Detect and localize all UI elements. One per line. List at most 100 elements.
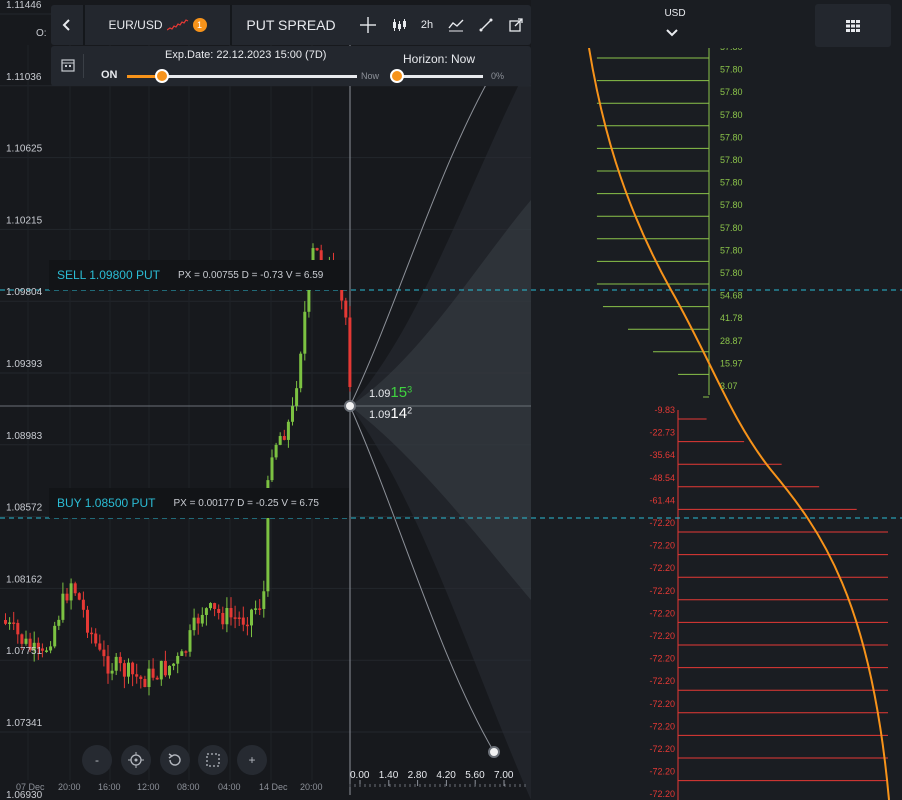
strategy-selector[interactable]: PUT SPREAD bbox=[232, 5, 350, 45]
price-axis-label: 1.09393 bbox=[6, 359, 43, 370]
candle-body bbox=[159, 660, 163, 680]
line-chart-icon bbox=[448, 19, 464, 32]
payoff-loss-label: -22.73 bbox=[649, 428, 675, 438]
payoff-loss-label: -72.20 bbox=[649, 541, 675, 551]
candle-body bbox=[180, 651, 184, 656]
price-axis-label: 1.11036 bbox=[6, 72, 42, 83]
candle-body bbox=[213, 603, 217, 609]
expiry-slider-track[interactable] bbox=[127, 75, 357, 78]
payoff-profit-label: 57.80 bbox=[720, 200, 743, 210]
candle-body bbox=[106, 656, 110, 674]
popout-button[interactable] bbox=[503, 5, 529, 45]
timeframe-button[interactable]: 2h bbox=[415, 5, 439, 45]
payoff-profit-label: 54.68 bbox=[720, 291, 743, 301]
payoff-profit-label: 57.80 bbox=[720, 87, 743, 97]
select-area-button[interactable] bbox=[198, 745, 228, 775]
payoff-loss-label: -48.54 bbox=[649, 473, 675, 483]
candle-body bbox=[118, 656, 122, 664]
zoom-in-button[interactable]: + bbox=[237, 745, 267, 775]
payoff-profit-label: 57.80 bbox=[720, 268, 743, 278]
sell-position-label[interactable]: SELL 1.09800 PUT PX = 0.00755 D = -0.73 … bbox=[49, 260, 349, 290]
candle-body bbox=[168, 665, 171, 676]
buy-position-label[interactable]: BUY 1.08500 PUT PX = 0.00177 D = -0.25 V… bbox=[49, 488, 349, 518]
candle-body bbox=[270, 457, 274, 481]
candle-body bbox=[57, 619, 61, 626]
days-axis-label: 1.40 bbox=[379, 770, 399, 781]
grid-view-button[interactable] bbox=[815, 4, 891, 47]
price-chart[interactable]: 1.11446 1.11036 1.10625 1.10215 1.09804 1.093… bbox=[0, 0, 531, 800]
chart-type-button[interactable] bbox=[385, 5, 413, 45]
timeframe-label: 2h bbox=[420, 19, 434, 31]
reset-button[interactable] bbox=[160, 745, 190, 775]
indicators-button[interactable] bbox=[443, 5, 469, 45]
price-axis-label: 1.08162 bbox=[6, 574, 43, 585]
center-button[interactable] bbox=[121, 745, 151, 775]
days-axis-label: 7.00 bbox=[494, 770, 514, 781]
candle-body bbox=[139, 676, 143, 679]
candle-body bbox=[258, 608, 262, 610]
payoff-loss-label: -61.44 bbox=[649, 495, 675, 505]
expiration-date-label: Exp.Date: 22.12.2023 15:00 (7D) bbox=[165, 49, 327, 61]
candle-body bbox=[319, 250, 323, 264]
candle-body bbox=[217, 608, 221, 613]
buy-position-name: BUY 1.08500 PUT bbox=[57, 496, 156, 510]
time-axis-label: 07 Dec bbox=[16, 782, 45, 792]
candle-body bbox=[250, 609, 253, 626]
candle-body bbox=[69, 583, 73, 601]
candle-body bbox=[262, 591, 266, 609]
currency-dropdown[interactable] bbox=[665, 25, 679, 43]
candle-body bbox=[348, 317, 352, 387]
toggle-state-label[interactable]: ON bbox=[101, 69, 118, 81]
candle-body bbox=[204, 608, 208, 615]
payoff-loss-label: -72.20 bbox=[649, 563, 675, 573]
payoff-chart: 57.80 57.80 57.80 57.80 57.80 57.80 57.80 57.80… bbox=[531, 42, 902, 800]
draw-line-button[interactable] bbox=[473, 5, 499, 45]
calendar-button[interactable] bbox=[61, 58, 75, 77]
current-price-handle[interactable] bbox=[344, 400, 356, 412]
top-toolbar: EUR/USD 1 PUT SPREAD 2h bbox=[51, 5, 531, 45]
payoff-loss-label: -72.20 bbox=[649, 676, 675, 686]
horizon-slider-thumb[interactable] bbox=[390, 69, 404, 83]
payoff-loss-label: -72.20 bbox=[649, 699, 675, 709]
candle-body bbox=[295, 388, 299, 407]
now-label: Now bbox=[361, 71, 380, 81]
payoff-profit-label: 57.80 bbox=[720, 245, 743, 255]
candle-body bbox=[49, 646, 53, 651]
cone-upper-bound bbox=[349, 59, 501, 407]
zoom-out-button[interactable]: - bbox=[82, 745, 112, 775]
candle-body bbox=[28, 638, 32, 650]
strategy-label: PUT SPREAD bbox=[246, 17, 336, 33]
chevron-down-icon bbox=[666, 29, 678, 37]
horizon-handle[interactable] bbox=[488, 746, 500, 758]
days-axis-label: 5.60 bbox=[465, 770, 485, 781]
back-button[interactable] bbox=[51, 5, 83, 45]
time-axis-label: 16:00 bbox=[98, 782, 121, 792]
volatility-cone-inner bbox=[350, 200, 531, 600]
candle-body bbox=[172, 663, 176, 666]
cone-lower-bound bbox=[349, 405, 495, 753]
candle-body bbox=[61, 593, 65, 620]
crosshair-button[interactable] bbox=[353, 5, 383, 45]
candle-body bbox=[274, 444, 278, 458]
symbol-selector[interactable]: EUR/USD 1 bbox=[85, 5, 230, 45]
minus-icon: - bbox=[95, 753, 99, 767]
candle-body bbox=[196, 617, 200, 624]
candle-body bbox=[36, 642, 40, 649]
expiry-slider-thumb[interactable] bbox=[154, 69, 169, 83]
candle-body bbox=[237, 617, 241, 619]
horizon-slider-track[interactable] bbox=[397, 75, 483, 78]
candle-body bbox=[77, 593, 81, 600]
time-axis-label: 20:00 bbox=[300, 782, 323, 792]
calendar-icon bbox=[61, 59, 75, 72]
payoff-loss-label: -35.64 bbox=[649, 450, 675, 460]
candle-body bbox=[127, 662, 130, 677]
target-icon bbox=[128, 752, 144, 768]
payoff-profit-label: 41.78 bbox=[720, 313, 743, 323]
external-link-icon bbox=[509, 18, 523, 32]
chart-pane[interactable]: 1.11446 1.11036 1.10625 1.10215 1.09804 1.093… bbox=[0, 0, 531, 800]
candle-body bbox=[81, 599, 85, 610]
payoff-profit-label: 57.80 bbox=[720, 110, 743, 120]
payoff-loss-label: -72.20 bbox=[649, 586, 675, 596]
candle-body bbox=[303, 311, 307, 354]
time-axis-label: 08:00 bbox=[177, 782, 200, 792]
